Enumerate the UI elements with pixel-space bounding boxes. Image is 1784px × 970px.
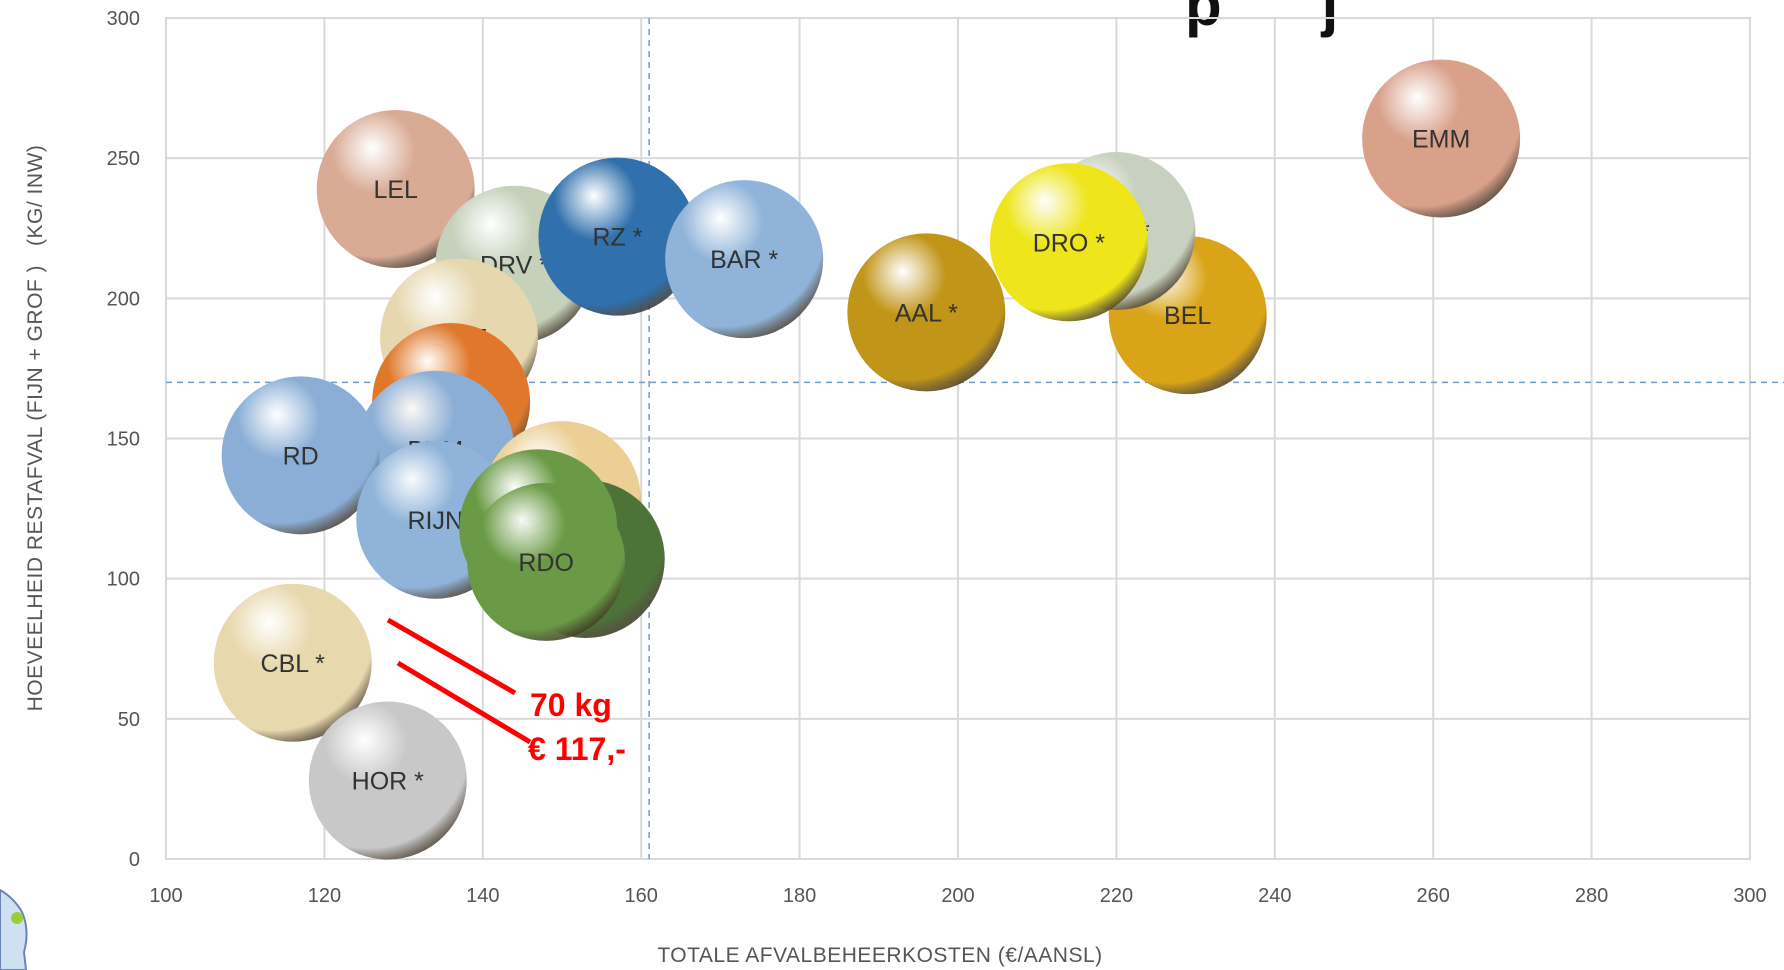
bubble-rd-label: RD — [283, 442, 319, 470]
bubble-rd-mark — [221, 376, 380, 535]
bubble-rdo: RDO — [467, 482, 626, 641]
bubble-rz: RZ * — [538, 157, 697, 316]
bubble-dro: DRO * — [989, 163, 1148, 322]
bubble-lel-mark — [316, 110, 475, 269]
x-tick-label: 120 — [308, 885, 341, 907]
bubble-lel-label: LEL — [373, 176, 418, 204]
y-axis-title: HOEVEELHEID RESTAFVAL (FIJN + GROF ) (KG… — [24, 145, 47, 712]
bubble-bar-mark — [665, 180, 824, 339]
bubble-hor-label: HOR * — [352, 768, 425, 796]
y-tick-label: 100 — [107, 569, 140, 591]
bubble-aal-label: AAL * — [895, 299, 958, 327]
annotation-cost: € 117,- — [528, 731, 626, 767]
bubble-rijn-label: RIJN — [407, 507, 463, 535]
x-tick-label: 140 — [466, 885, 499, 907]
bubble-cbl-mark — [213, 583, 372, 742]
x-tick-label: 260 — [1417, 885, 1450, 907]
bubble-bel-label: BEL — [1164, 302, 1211, 330]
bubble-hor-mark — [308, 701, 467, 860]
x-axis-title: TOTALE AFVALBEHEERKOSTEN (€/AANSL) — [657, 944, 1102, 967]
y-tick-label: 250 — [107, 148, 140, 170]
bubble-emm-mark — [1362, 59, 1521, 218]
bubble-dro-mark — [989, 163, 1148, 322]
bubble-dro-label: DRO * — [1033, 229, 1106, 257]
y-tick-label: 200 — [107, 288, 140, 310]
bubble-rz-mark — [538, 157, 697, 316]
x-tick-label: 100 — [149, 885, 182, 907]
x-tick-label: 240 — [1258, 885, 1291, 907]
x-tick-label: 220 — [1100, 885, 1133, 907]
logo-fragment — [0, 888, 28, 970]
bubble-lel: LEL — [316, 110, 475, 269]
annotation-kg: 70 kg — [530, 687, 612, 723]
y-tick-label: 300 — [107, 8, 140, 30]
x-tick-label: 200 — [941, 885, 974, 907]
x-tick-label: 280 — [1575, 885, 1608, 907]
bubble-emm: EMM — [1362, 59, 1521, 218]
bubble-rz-label: RZ * — [592, 224, 642, 252]
bubble-cbl-label: CBL * — [261, 650, 326, 678]
annotation-line-1 — [386, 617, 517, 696]
x-tick-label: 160 — [625, 885, 658, 907]
x-tick-label: 300 — [1733, 885, 1766, 907]
bubble-bar-label: BAR * — [710, 246, 778, 274]
y-tick-label: 50 — [118, 709, 140, 731]
bubble-rdo-label: RDO — [518, 549, 574, 577]
bubble-rdo-mark — [467, 482, 626, 641]
annotation-line-2 — [396, 660, 532, 745]
bubble-hor: HOR * — [308, 701, 467, 860]
y-tick-label: 0 — [129, 849, 140, 871]
bubble-aal: AAL * — [847, 233, 1006, 392]
bubble-emm-label: EMM — [1412, 126, 1470, 154]
bubble-cbl: CBL * — [213, 583, 372, 742]
bubble-rd: RD — [221, 376, 380, 535]
bubble-aal-mark — [847, 233, 1006, 392]
axis-ticks: 100 120 140 160 180 200 220 240 260 280 300 0 50 100 1… — [107, 8, 1767, 907]
x-tick-label: 180 — [783, 885, 816, 907]
y-tick-label: 150 — [107, 429, 140, 451]
bubble-bar: BAR * — [665, 180, 824, 339]
